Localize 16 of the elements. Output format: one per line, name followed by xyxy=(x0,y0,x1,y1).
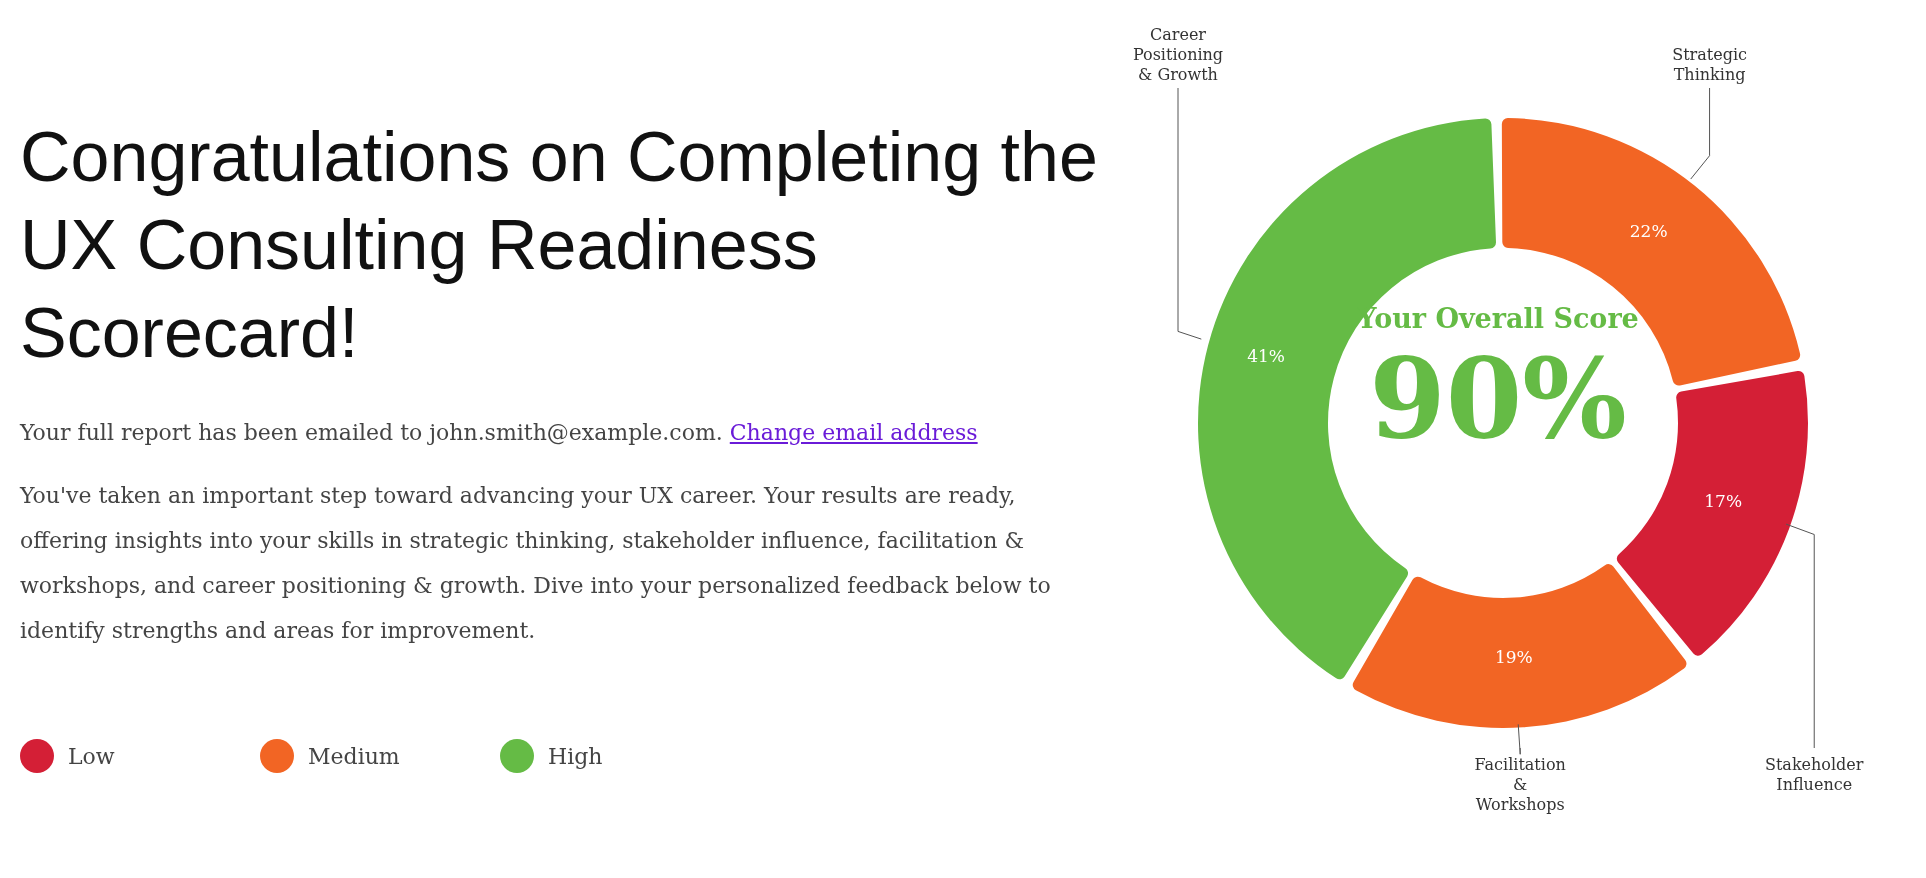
text: Medium xyxy=(308,743,400,769)
data-label: 19% xyxy=(1494,647,1533,668)
text: You've taken an important step toward advancing your UX career. Your results are ready, offering insights into your skills in strategic thinking, stakeholder influence, facilitation & workshops, and career positioning & growth. Dive into your personalized feedback below to identify strengths and areas for improvement. xyxy=(20,482,1052,645)
text: Change email address xyxy=(729,420,978,445)
text: Low xyxy=(68,743,115,769)
slice-label: Career Positioning & Growth xyxy=(1132,25,1224,84)
slice-label: Strategic Thinking xyxy=(1672,45,1748,84)
text: Your full report has been emailed to john.smith@example.com. xyxy=(20,420,723,445)
data-label: 41% xyxy=(1247,346,1285,367)
data-label: 17% xyxy=(1704,490,1743,511)
text: High xyxy=(548,743,603,769)
text: 90% xyxy=(1368,334,1628,464)
text: Congratulations on Completing the UX Consulting Readiness Scorecard! xyxy=(20,117,1099,374)
data-label: 22% xyxy=(1629,221,1668,242)
slice-label: Stakeholder Influence xyxy=(1764,755,1864,794)
slice-label: Facilitation & Workshops xyxy=(1474,755,1566,814)
